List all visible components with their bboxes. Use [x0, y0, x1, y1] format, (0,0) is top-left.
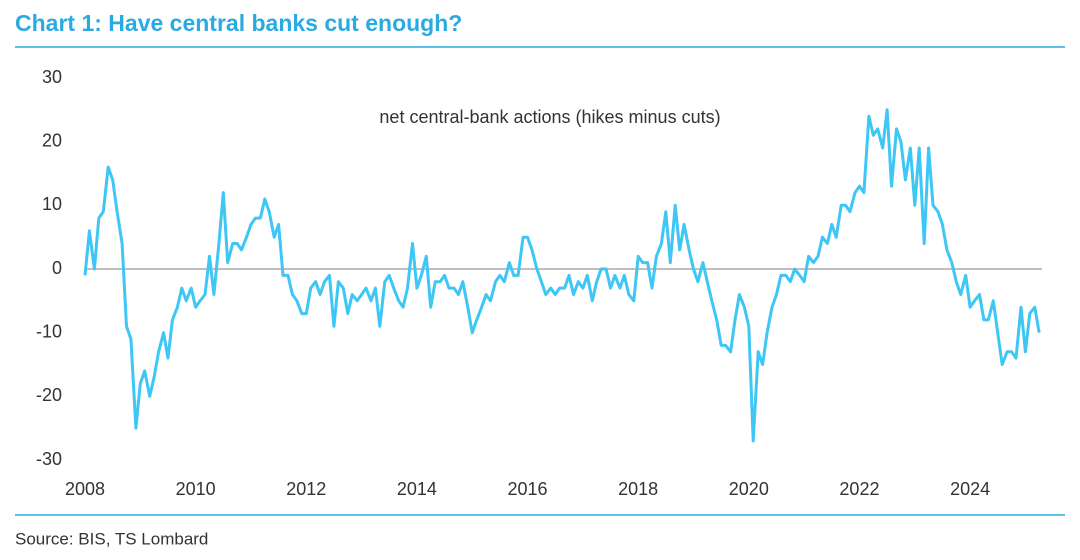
x-tick-label: 2024	[950, 479, 990, 499]
y-tick-label: -30	[36, 449, 62, 469]
x-tick-label: 2008	[65, 479, 105, 499]
annotation: net central-bank actions (hikes minus cu…	[379, 107, 720, 127]
x-tick-label: 2012	[286, 479, 326, 499]
x-tick-label: 2010	[176, 479, 216, 499]
x-tick-label: 2020	[729, 479, 769, 499]
y-tick-label: 30	[42, 67, 62, 87]
line-series	[83, 108, 1041, 443]
y-tick-label: 0	[52, 258, 62, 278]
chart-title: Chart 1: Have central banks cut enough?	[15, 10, 462, 36]
y-tick-label: -20	[36, 385, 62, 405]
y-tick-label: 20	[42, 130, 62, 150]
y-tick-label: 10	[42, 194, 62, 214]
y-tick-label: -10	[36, 321, 62, 341]
source: Source: BIS, TS Lombard	[15, 529, 208, 548]
x-tick-label: 2018	[618, 479, 658, 499]
x-tick-label: 2022	[839, 479, 879, 499]
x-tick-label: 2016	[508, 479, 548, 499]
x-tick-label: 2014	[397, 479, 437, 499]
